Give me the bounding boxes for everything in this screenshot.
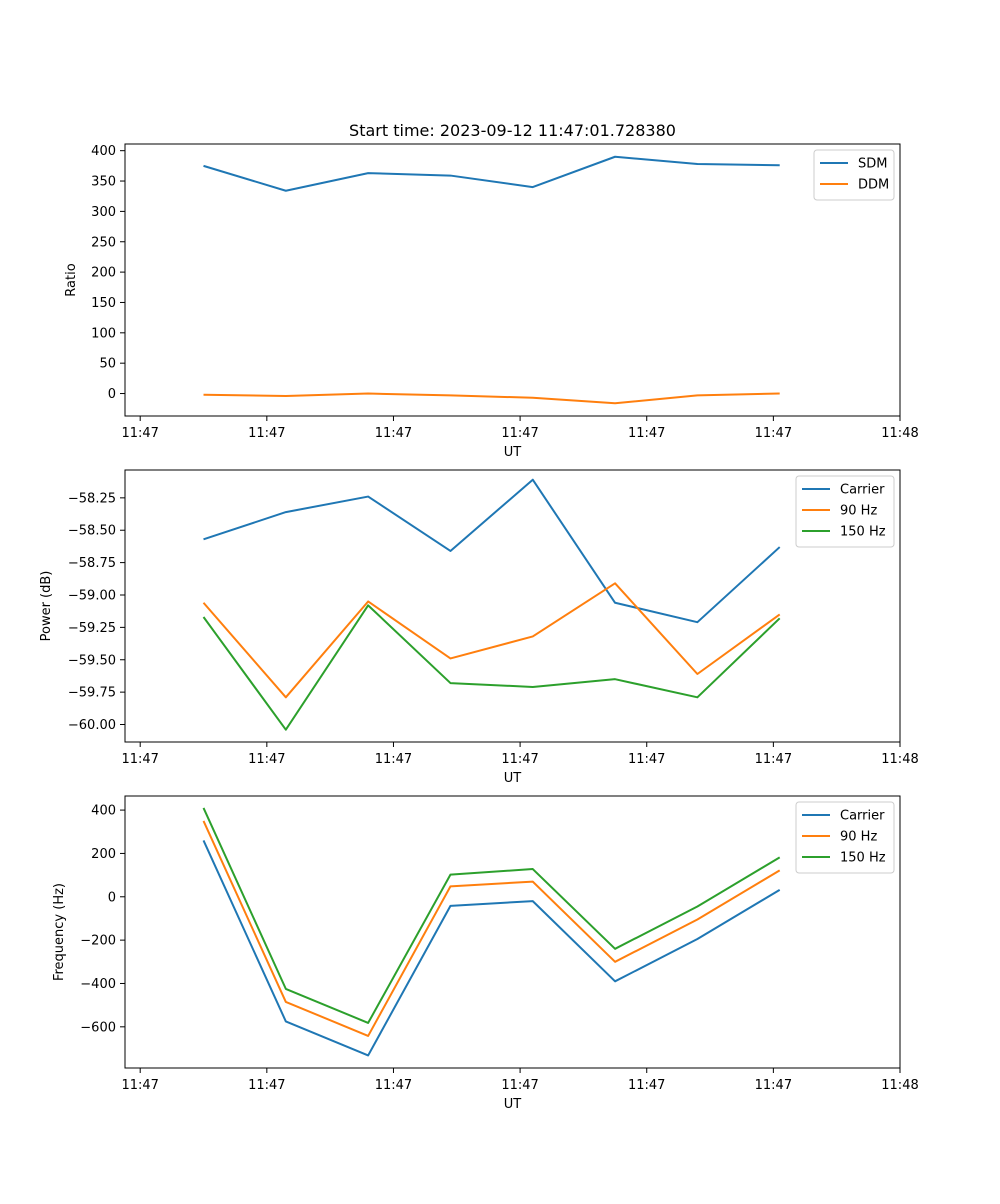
legend-label: 150 Hz [840,525,886,540]
series-line-150-hz [202,604,781,731]
x-tick-label: 11:48 [881,752,918,767]
y-axis-label: Ratio [64,263,79,296]
y-tick-label: 400 [91,804,116,819]
legend-label: DDM [858,178,889,193]
y-tick-label: 350 [91,175,116,190]
y-tick-label: −58.50 [68,524,116,539]
x-tick-label: 11:47 [121,752,158,767]
y-tick-label: 300 [91,205,116,220]
x-axis-label: UT [504,1097,522,1112]
x-tick-label: 11:47 [628,752,665,767]
y-tick-label: −58.75 [68,556,116,571]
legend-label: Carrier [840,809,885,824]
legend-label: 150 Hz [840,851,886,866]
x-tick-label: 11:47 [248,1078,285,1093]
x-tick-label: 11:47 [501,752,538,767]
y-tick-label: 200 [91,847,116,862]
y-tick-label: −59.25 [68,621,116,636]
y-tick-label: 400 [91,144,116,159]
y-tick-label: 250 [91,235,116,250]
x-tick-label: 11:47 [121,426,158,441]
y-axis-label: Power (dB) [39,571,54,642]
y-tick-label: −600 [80,1020,116,1035]
y-tick-label: 200 [91,266,116,281]
series-line-carrier [202,840,781,1057]
x-tick-label: 11:47 [755,1078,792,1093]
x-tick-label: 11:47 [375,1078,412,1093]
x-tick-label: 11:47 [755,426,792,441]
x-tick-label: 11:48 [881,1078,918,1093]
chart-panel-3: 11:47 11:47 11:47 11:47 11:47 11:47 11:48 −600 −… [52,795,919,1112]
legend-label: 90 Hz [840,830,877,845]
y-tick-label: −400 [80,977,116,992]
series-line-carrier [203,478,781,624]
x-tick-label: 11:47 [501,1078,538,1093]
y-tick-label: −60.00 [68,718,116,733]
legend: SDM DDM [813,149,895,201]
y-tick-label: −59.00 [68,588,116,603]
y-tick-label: 50 [99,357,116,372]
y-tick-label: 0 [108,387,116,402]
charts-container: Start time: 2023-09-12 11:47:01.728380 11… [39,121,919,1112]
x-tick-label: 11:47 [628,1078,665,1093]
y-tick-label: −58.25 [68,491,116,506]
series-line-90-hz [202,820,781,1037]
legend: Carrier 90 Hz 150 Hz [795,475,895,548]
x-tick-label: 11:47 [248,752,285,767]
axes-frame [124,795,901,1069]
y-tick-label: −59.75 [68,686,116,701]
y-tick-label: 100 [91,326,116,341]
legend-label: Carrier [840,483,885,498]
x-axis-label: UT [504,445,522,460]
y-tick-label: 150 [91,296,116,311]
series-line-90-hz [202,582,781,699]
x-tick-label: 11:47 [628,426,665,441]
x-axis-label: UT [504,771,522,786]
x-tick-label: 11:48 [881,426,918,441]
axes-frame [124,469,901,743]
x-tick-label: 11:47 [375,426,412,441]
legend: Carrier 90 Hz 150 Hz [795,801,895,874]
y-tick-label: −59.50 [68,653,116,668]
legend-label: SDM [858,157,887,172]
legend-box [795,475,895,548]
y-tick-label: −200 [80,934,116,949]
series-line-sdm [203,155,780,192]
chart-panel-1: Start time: 2023-09-12 11:47:01.728380 11… [64,121,919,460]
series-line-150-hz [202,807,781,1024]
y-tick-label: 0 [108,890,116,905]
x-tick-label: 11:47 [755,752,792,767]
chart-title: Start time: 2023-09-12 11:47:01.728380 [349,121,676,140]
x-tick-label: 11:47 [375,752,412,767]
y-axis-label: Frequency (Hz) [52,883,67,981]
x-tick-label: 11:47 [121,1078,158,1093]
x-tick-label: 11:47 [248,426,285,441]
legend-box [795,801,895,874]
series-line-ddm [203,392,780,405]
x-tick-label: 11:47 [501,426,538,441]
chart-panel-2: 11:47 11:47 11:47 11:47 11:47 11:47 11:48 −60.0… [39,469,919,786]
axes-frame [124,143,901,417]
legend-label: 90 Hz [840,504,877,519]
